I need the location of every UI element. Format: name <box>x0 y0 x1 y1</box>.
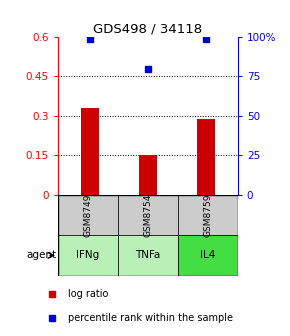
Text: agent: agent <box>26 250 56 260</box>
Text: GSM8749: GSM8749 <box>84 193 93 237</box>
Title: GDS498 / 34118: GDS498 / 34118 <box>93 23 202 36</box>
Bar <box>81 108 99 195</box>
Text: IFNg: IFNg <box>76 250 99 260</box>
Bar <box>58 235 118 276</box>
Bar <box>178 195 238 235</box>
Bar <box>197 119 215 195</box>
Text: TNFa: TNFa <box>135 250 161 260</box>
Text: GSM8754: GSM8754 <box>143 193 153 237</box>
Text: IL4: IL4 <box>200 250 215 260</box>
Text: log ratio: log ratio <box>68 289 109 299</box>
Bar <box>118 195 178 235</box>
Bar <box>178 235 238 276</box>
Bar <box>118 235 178 276</box>
Bar <box>139 155 157 195</box>
Text: GSM8759: GSM8759 <box>203 193 212 237</box>
Bar <box>58 195 118 235</box>
Text: percentile rank within the sample: percentile rank within the sample <box>68 312 233 323</box>
